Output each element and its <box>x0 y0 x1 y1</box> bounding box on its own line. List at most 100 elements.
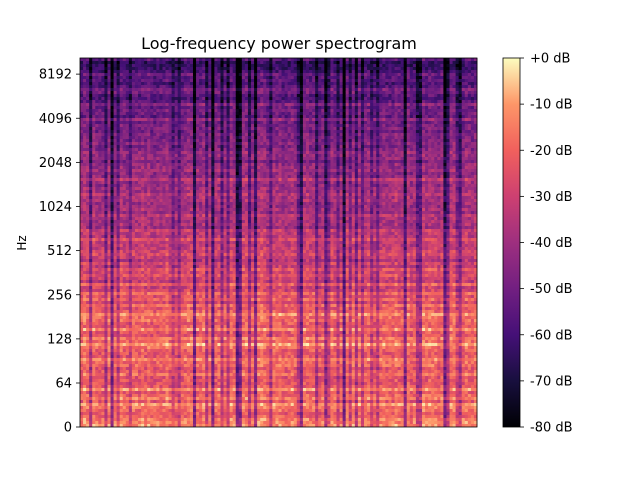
spectrogram-cell <box>165 130 169 134</box>
spectrogram-cell <box>165 58 169 62</box>
spectrogram-cell <box>147 202 151 206</box>
spectrogram-cell <box>147 145 151 149</box>
spectrogram-cell <box>180 79 185 83</box>
spectrogram-cell <box>186 262 191 266</box>
spectrogram-cell <box>107 142 111 146</box>
spectrogram-cell <box>122 151 127 155</box>
spectrogram-cell <box>92 187 96 191</box>
spectrogram-cell <box>110 352 114 356</box>
spectrogram-cell <box>110 256 114 260</box>
spectrogram-cell <box>116 76 121 80</box>
spectrogram-cell <box>125 265 130 269</box>
spectrogram-cell <box>134 298 139 302</box>
spectrogram-cell <box>98 118 102 122</box>
spectrogram-cell <box>134 124 139 128</box>
spectrogram-cell <box>159 292 163 296</box>
spectrogram-cell <box>177 112 182 116</box>
spectrogram-cell <box>113 418 118 422</box>
spectrogram-cell <box>134 295 139 299</box>
spectrogram-cell <box>153 202 157 206</box>
spectrogram-cell <box>89 271 93 275</box>
spectrogram-cell <box>183 97 188 101</box>
spectrogram-cell <box>165 67 169 71</box>
spectrogram-cell <box>171 310 176 314</box>
spectrogram-cell <box>189 220 194 224</box>
spectrogram-cell <box>107 76 111 80</box>
spectrogram-cell <box>116 121 121 125</box>
spectrogram-cell <box>110 193 114 197</box>
spectrogram-cell <box>153 343 157 347</box>
spectrogram-cell <box>113 82 118 86</box>
spectrogram-cell <box>125 208 130 212</box>
spectrogram-cell <box>144 358 148 362</box>
spectrogram-cell <box>150 193 154 197</box>
spectrogram-cell <box>141 319 145 323</box>
spectrogram-cell <box>199 304 203 308</box>
spectrogram-cell <box>98 109 102 113</box>
spectrogram-cell <box>186 67 191 71</box>
spectrogram-cell <box>186 58 191 62</box>
spectrogram-cell <box>131 244 136 248</box>
spectrogram-cell <box>162 196 166 200</box>
spectrogram-cell <box>92 178 96 182</box>
spectrogram-cell <box>165 154 169 158</box>
spectrogram-cell <box>92 340 96 344</box>
spectrogram-cell <box>186 415 191 419</box>
spectrogram-cell <box>168 340 173 344</box>
spectrogram-cell <box>156 415 160 419</box>
spectrogram-cell <box>156 151 160 155</box>
spectrogram-cell <box>174 130 179 134</box>
spectrogram-cell <box>107 175 111 179</box>
spectrogram-cell <box>128 262 133 266</box>
spectrogram-cell <box>128 406 133 410</box>
spectrogram-cell <box>165 241 169 245</box>
spectrogram-cell <box>183 364 188 368</box>
spectrogram-cell <box>199 181 203 185</box>
spectrogram-cell <box>134 157 139 161</box>
spectrogram-cell <box>80 370 84 374</box>
spectrogram-cell <box>147 226 151 230</box>
spectrogram-cell <box>138 382 142 386</box>
spectrogram-cell <box>162 64 166 68</box>
spectrogram-cell <box>141 178 145 182</box>
spectrogram-cell <box>125 133 130 137</box>
spectrogram-cell <box>122 154 127 158</box>
spectrogram-cell <box>122 202 127 206</box>
spectrogram-cell <box>196 169 200 173</box>
spectrogram-cell <box>165 211 169 215</box>
spectrogram-cell <box>141 220 145 224</box>
spectrogram-cell <box>165 229 169 233</box>
spectrogram-cell <box>131 148 136 152</box>
spectrogram-cell <box>125 286 130 290</box>
spectrogram-cell <box>150 85 154 89</box>
spectrogram-cell <box>98 280 102 284</box>
spectrogram-cell <box>122 100 127 104</box>
spectrogram-cell <box>107 166 111 170</box>
spectrogram-cell <box>134 220 139 224</box>
spectrogram-cell <box>104 223 108 227</box>
spectrogram-cell <box>107 229 111 233</box>
spectrogram-cell <box>92 358 96 362</box>
spectrogram-cell <box>80 250 84 254</box>
spectrogram-cell <box>150 211 154 215</box>
spectrogram-cell <box>196 307 200 311</box>
spectrogram-cell <box>131 88 136 92</box>
spectrogram-cell <box>86 352 90 356</box>
spectrogram-cell <box>147 121 151 125</box>
spectrogram-cell <box>186 112 191 116</box>
spectrogram-cell <box>162 211 166 215</box>
spectrogram-cell <box>159 379 163 383</box>
spectrogram-cell <box>171 382 176 386</box>
spectrogram-cell <box>153 175 157 179</box>
spectrogram-cell <box>153 301 157 305</box>
spectrogram-cell <box>186 109 191 113</box>
spectrogram-cell <box>113 154 118 158</box>
spectrogram-cell <box>134 373 139 377</box>
spectrogram-cell <box>174 319 179 323</box>
spectrogram-cell <box>122 406 127 410</box>
spectrogram-cell <box>165 352 169 356</box>
spectrogram-cell <box>119 184 124 188</box>
spectrogram-cell <box>83 343 87 347</box>
spectrogram-cell <box>86 370 90 374</box>
spectrogram-cell <box>144 418 148 422</box>
